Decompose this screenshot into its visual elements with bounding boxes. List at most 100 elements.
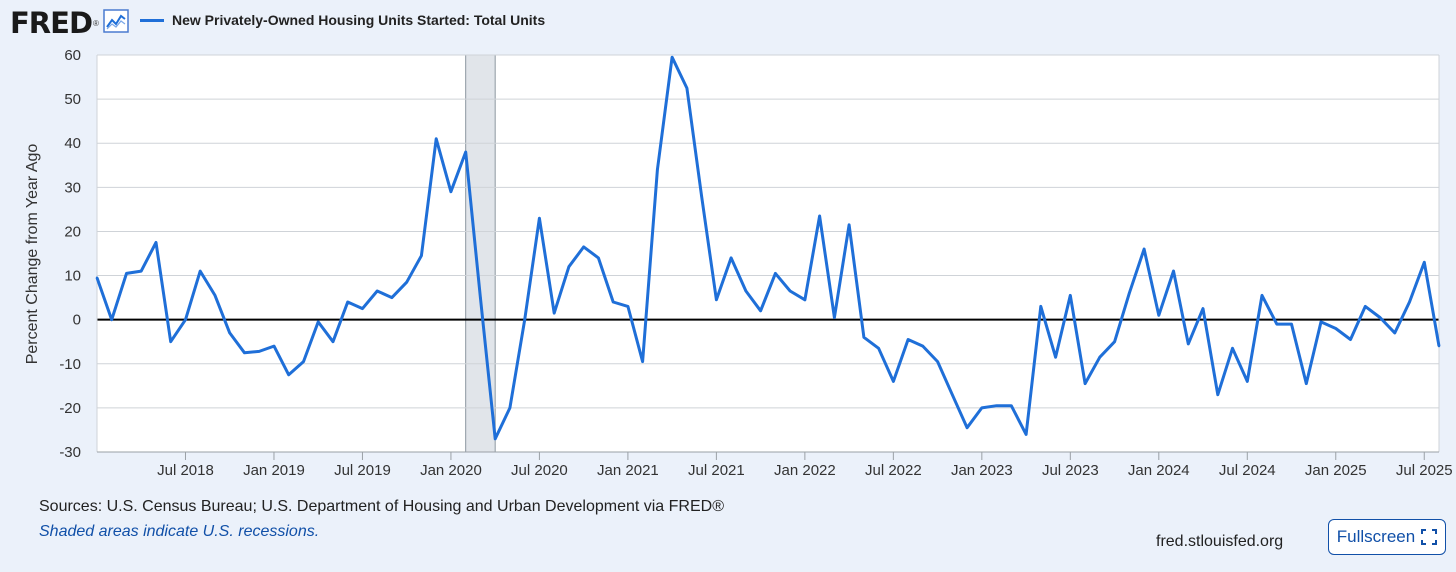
x-tick-label: Jul 2025 bbox=[1396, 462, 1453, 479]
data-point bbox=[597, 256, 600, 260]
x-tick-label: Jan 2023 bbox=[951, 462, 1013, 479]
fred-logo[interactable]: FRED ® bbox=[10, 6, 129, 40]
data-point bbox=[1393, 331, 1396, 335]
x-tick-label: Jan 2021 bbox=[597, 462, 659, 479]
data-point bbox=[1408, 300, 1411, 304]
data-point bbox=[1246, 380, 1249, 383]
data-point bbox=[1437, 344, 1441, 348]
data-point bbox=[375, 289, 379, 293]
data-point bbox=[1319, 320, 1323, 324]
data-point bbox=[877, 347, 880, 350]
data-point bbox=[759, 309, 762, 313]
data-point bbox=[258, 350, 261, 353]
data-point bbox=[1290, 322, 1293, 326]
fullscreen-icon bbox=[1421, 529, 1438, 545]
data-point bbox=[700, 194, 703, 198]
sources-text: Sources: U.S. Census Bureau; U.S. Depart… bbox=[39, 498, 724, 515]
y-tick-label: -10 bbox=[59, 356, 81, 373]
x-tick-label: Jul 2024 bbox=[1219, 462, 1276, 479]
data-point bbox=[611, 300, 615, 304]
data-point bbox=[1216, 393, 1219, 396]
data-point bbox=[346, 300, 349, 304]
data-point bbox=[1334, 327, 1337, 330]
data-point bbox=[729, 256, 733, 260]
y-tick-label: -30 bbox=[59, 444, 81, 461]
recession-note: Shaded areas indicate U.S. recessions. bbox=[39, 523, 320, 540]
data-point bbox=[317, 320, 320, 324]
data-point bbox=[656, 168, 659, 171]
data-point bbox=[1098, 355, 1102, 359]
y-tick-label: 50 bbox=[64, 91, 81, 108]
data-point bbox=[184, 318, 187, 321]
data-point bbox=[1010, 404, 1013, 407]
data-point bbox=[405, 280, 408, 284]
x-tick-label: Jul 2023 bbox=[1042, 462, 1099, 479]
data-point bbox=[744, 289, 748, 293]
y-tick-label: -20 bbox=[59, 400, 81, 417]
data-point bbox=[833, 316, 836, 319]
data-point bbox=[626, 305, 630, 308]
data-point bbox=[361, 307, 364, 310]
data-point bbox=[331, 340, 335, 343]
x-tick-label: Jul 2019 bbox=[334, 462, 391, 479]
data-point bbox=[154, 241, 158, 244]
x-tick-label: Jan 2019 bbox=[243, 462, 305, 479]
data-point bbox=[287, 373, 290, 377]
data-point bbox=[774, 272, 777, 275]
data-point bbox=[1039, 305, 1043, 308]
x-tick-label: Jan 2020 bbox=[420, 462, 482, 479]
data-point bbox=[1260, 294, 1264, 297]
data-point bbox=[213, 294, 217, 297]
site-link[interactable]: fred.stlouisfed.org bbox=[1156, 533, 1284, 550]
data-point bbox=[1083, 382, 1087, 385]
data-point bbox=[1128, 292, 1131, 295]
data-point bbox=[685, 86, 689, 90]
data-point bbox=[1113, 340, 1116, 343]
data-point bbox=[582, 245, 585, 249]
y-tick-label: 40 bbox=[64, 135, 81, 152]
data-point bbox=[1231, 347, 1234, 350]
data-point bbox=[420, 254, 423, 257]
data-point bbox=[715, 298, 718, 302]
data-point bbox=[1349, 338, 1352, 341]
data-point bbox=[272, 344, 276, 348]
data-point bbox=[788, 289, 792, 293]
x-tick-label: Jan 2025 bbox=[1305, 462, 1367, 479]
data-point bbox=[302, 360, 305, 363]
data-point bbox=[1054, 355, 1057, 359]
fullscreen-button[interactable]: Fullscreen bbox=[1328, 519, 1446, 555]
y-tick-label: 30 bbox=[64, 179, 81, 196]
y-tick-label: 20 bbox=[64, 223, 81, 240]
data-point bbox=[803, 298, 807, 302]
y-tick-label: 10 bbox=[64, 268, 81, 285]
data-point bbox=[390, 296, 394, 299]
data-point bbox=[199, 269, 202, 273]
plot-background bbox=[97, 55, 1439, 452]
y-tick-label: 60 bbox=[64, 47, 81, 64]
series-line bbox=[95, 55, 1441, 441]
data-point bbox=[228, 331, 231, 335]
fullscreen-label: Fullscreen bbox=[1336, 527, 1416, 546]
data-point bbox=[1275, 322, 1278, 326]
graph-icon bbox=[103, 8, 129, 38]
data-point bbox=[862, 336, 866, 339]
data-point bbox=[1378, 316, 1382, 319]
data-point bbox=[464, 150, 467, 154]
x-tick-label: Jul 2022 bbox=[865, 462, 922, 479]
line-chart: 60 50 40 30 20 10 0 -10 -20 -30 Jul 2018 Jan 2019 J… bbox=[24, 47, 1453, 479]
data-point bbox=[243, 351, 246, 354]
data-point bbox=[1142, 247, 1146, 251]
x-tick-label: Jan 2022 bbox=[774, 462, 836, 479]
y-tick-label: 0 bbox=[73, 312, 81, 329]
data-point bbox=[140, 269, 143, 273]
data-point bbox=[552, 311, 556, 315]
y-axis-label: Percent Change from Year Ago bbox=[24, 144, 41, 365]
data-point bbox=[523, 318, 526, 321]
data-point bbox=[1364, 305, 1367, 308]
data-point bbox=[892, 380, 895, 383]
data-point bbox=[641, 360, 644, 363]
data-point bbox=[125, 272, 128, 275]
data-point bbox=[508, 406, 512, 410]
data-point bbox=[921, 344, 925, 348]
data-point bbox=[493, 437, 497, 440]
